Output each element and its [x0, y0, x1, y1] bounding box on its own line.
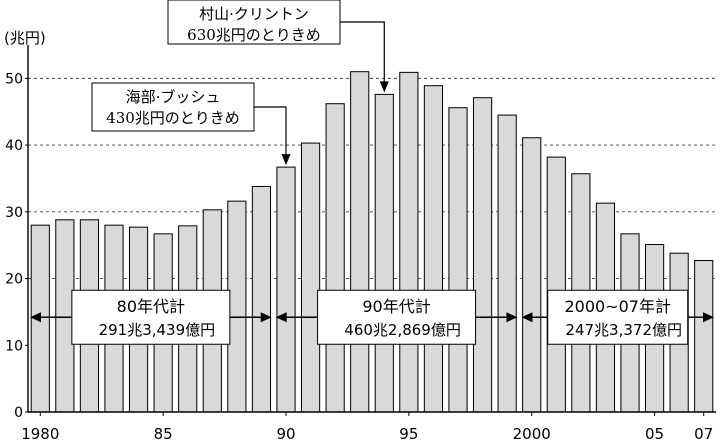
- bar: [276, 166, 296, 413]
- annotation-amount: 430兆円のとりきめ: [106, 109, 240, 127]
- bar: [251, 185, 272, 413]
- annotation-arrow-head: [379, 81, 389, 93]
- bar: [399, 71, 419, 413]
- annotation-title: 村山·クリントン: [199, 5, 309, 23]
- period-arrow-head-right: [703, 312, 714, 323]
- period-label-box: [71, 289, 231, 345]
- period-label-total: 247兆3,372億円: [565, 321, 682, 339]
- bar: [546, 156, 566, 413]
- y-tick-labels: 0 10 20 30 40 50: [5, 71, 28, 421]
- y-tick-label: 0: [14, 405, 23, 421]
- bar: [350, 71, 370, 413]
- y-tick-label: 30: [5, 205, 23, 221]
- y-tick-label: 40: [5, 138, 23, 154]
- annotation-leader: [340, 21, 385, 83]
- bar: [472, 97, 493, 413]
- x-tick-labels: 1980 85 90 95 2000 05 07: [21, 412, 713, 443]
- period-label-total: 460兆2,869億円: [344, 321, 461, 339]
- period-label-title: 2000~07年計: [564, 297, 671, 316]
- bar: [423, 85, 444, 413]
- x-tick-label: 85: [154, 425, 173, 443]
- bar: [522, 137, 542, 413]
- bar: [694, 260, 714, 413]
- period-arrow-head-right: [506, 312, 518, 323]
- bar: [55, 219, 75, 413]
- y-tick-label: 50: [5, 71, 23, 87]
- bar: [300, 142, 321, 413]
- x-tick-label: 07: [694, 425, 713, 443]
- period-label-box: [547, 289, 689, 345]
- x-tick-label: 90: [276, 425, 295, 443]
- y-unit-label: (兆円): [4, 29, 46, 47]
- x-tick-label: 95: [399, 425, 418, 443]
- y-tick-label: 10: [5, 338, 23, 354]
- annotation-box: [91, 82, 255, 132]
- annotation-leader: [254, 106, 287, 156]
- axes: (兆円): [4, 29, 716, 413]
- annotation-amount: 630兆円のとりきめ: [187, 26, 321, 44]
- bar: [497, 114, 517, 413]
- y-tick-label: 20: [5, 272, 23, 288]
- x-tick-label: 05: [645, 425, 664, 443]
- annotations: 海部·ブッシュ 430兆円のとりきめ 村山·クリントン 630兆円のとりきめ: [91, 0, 389, 166]
- period-label-total: 291兆3,439億円: [99, 321, 216, 339]
- period-label-title: 80年代計: [117, 297, 185, 316]
- bar: [374, 93, 394, 413]
- period-arrow-head-left: [521, 312, 533, 323]
- period-label-box: [317, 289, 477, 345]
- x-tick-label: 1980: [21, 425, 59, 443]
- period-totals: 80年代計 291兆3,439億円 90年代計 460兆2,869億円 2000~07年…: [30, 289, 714, 345]
- period-arrow-head-left: [275, 312, 287, 323]
- x-tick-label: 2000: [513, 425, 551, 443]
- period-arrow-head-right: [260, 312, 272, 323]
- bar: [325, 103, 345, 413]
- annotation-title: 海部·ブッシュ: [126, 88, 221, 106]
- period-label-title: 90年代計: [362, 297, 430, 316]
- period-arrow-head-left: [30, 312, 41, 323]
- annotation-arrow-head: [281, 154, 291, 166]
- bar: [227, 200, 247, 413]
- bar: [448, 107, 468, 413]
